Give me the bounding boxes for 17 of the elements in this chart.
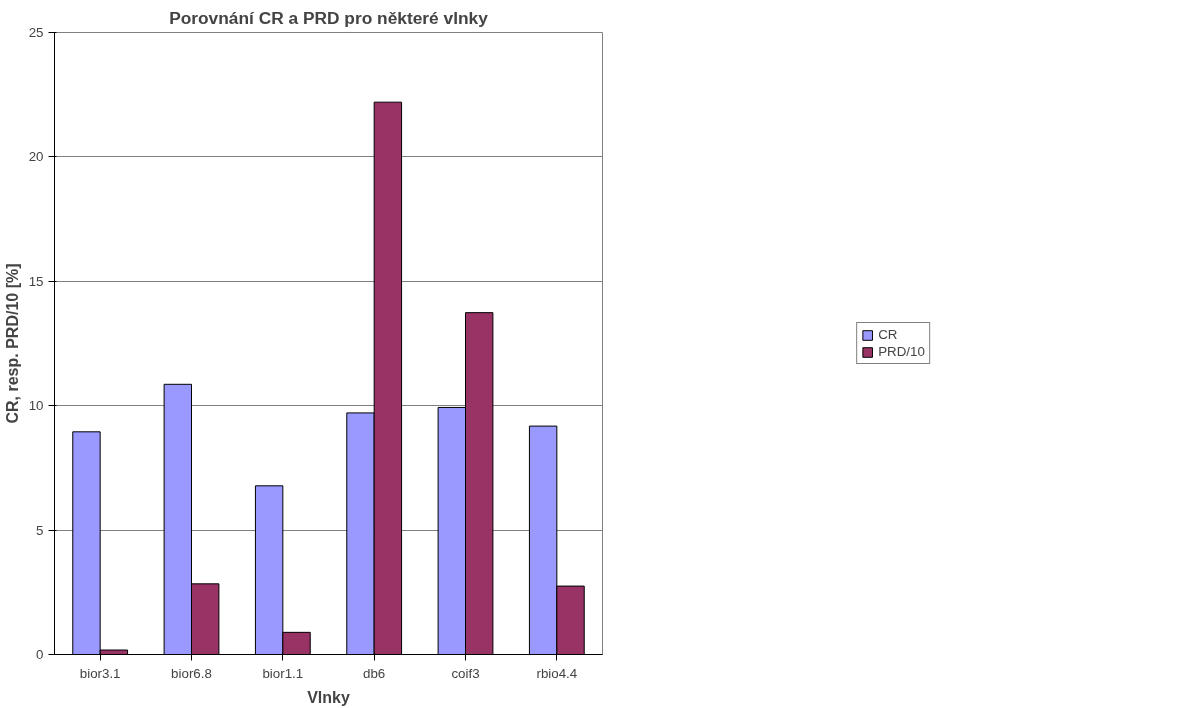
- y-tick-label: 15: [28, 273, 44, 289]
- y-tick-label: 25: [28, 25, 44, 40]
- x-tick-label: bior3.1: [79, 665, 121, 681]
- y-tick-label: 20: [28, 149, 44, 165]
- y-tick-label: 5: [36, 522, 44, 538]
- x-axis-title: Vlnky: [307, 688, 350, 706]
- legend-label: CR: [878, 327, 899, 342]
- x-tick-label: coif3: [451, 665, 480, 681]
- y-axis-title: CR, resp. PRD/10 [%]: [3, 263, 21, 424]
- x-tick-label: bior1.1: [262, 665, 304, 681]
- x-tick-label: bior6.8: [171, 665, 212, 681]
- x-tick-label: rbio4.4: [536, 665, 578, 681]
- x-tick-label: db6: [363, 665, 386, 681]
- chart-title: Porovnání CR a PRD pro některé vlnky: [169, 7, 489, 28]
- y-tick-label: 0: [36, 647, 44, 662]
- y-tick-label: 10: [28, 398, 44, 414]
- legend-label: PRD/10: [878, 344, 925, 359]
